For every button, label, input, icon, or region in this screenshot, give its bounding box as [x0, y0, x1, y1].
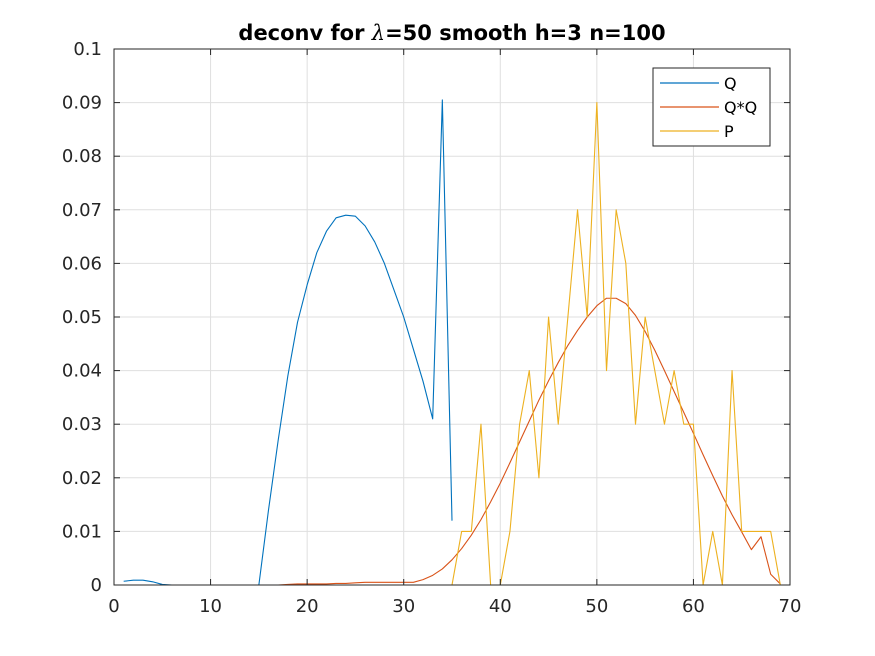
legend-label-q: Q [724, 74, 737, 93]
y-tick-label: 0.01 [62, 521, 102, 542]
x-tick-label: 10 [199, 596, 222, 617]
y-tick-label: 0.04 [62, 361, 102, 382]
y-tick-label: 0.05 [62, 307, 102, 328]
x-tick-label: 70 [779, 596, 802, 617]
legend: Q Q*Q P [652, 67, 771, 147]
legend-label-p: P [724, 122, 734, 141]
ticks: 0 10 20 30 40 50 60 70 0 0.01 0.02 0.03 0.04 0.05 0.06… [62, 39, 802, 617]
y-tick-label: 0.08 [62, 146, 102, 167]
x-tick-label: 40 [489, 596, 512, 617]
legend-label-q-star-q: Q*Q [724, 98, 757, 117]
y-tick-label: 0.03 [62, 414, 102, 435]
title-prefix: deconv for [238, 21, 371, 45]
y-tick-label: 0.07 [62, 200, 102, 221]
y-tick-label: 0.1 [73, 39, 102, 60]
title-lambda-symbol: λ [371, 21, 385, 45]
x-tick-label: 30 [392, 596, 415, 617]
x-tick-label: 0 [108, 596, 119, 617]
y-tick-label: 0.06 [62, 253, 102, 274]
x-tick-label: 60 [682, 596, 705, 617]
chart-title: deconv for λ=50 smooth h=3 n=100 [238, 21, 665, 45]
y-tick-label: 0 [91, 575, 102, 596]
x-tick-label: 20 [296, 596, 319, 617]
title-suffix: =50 smooth h=3 n=100 [385, 21, 666, 45]
x-tick-label: 50 [585, 596, 608, 617]
y-tick-label: 0.02 [62, 468, 102, 489]
y-tick-label: 0.09 [62, 93, 102, 114]
